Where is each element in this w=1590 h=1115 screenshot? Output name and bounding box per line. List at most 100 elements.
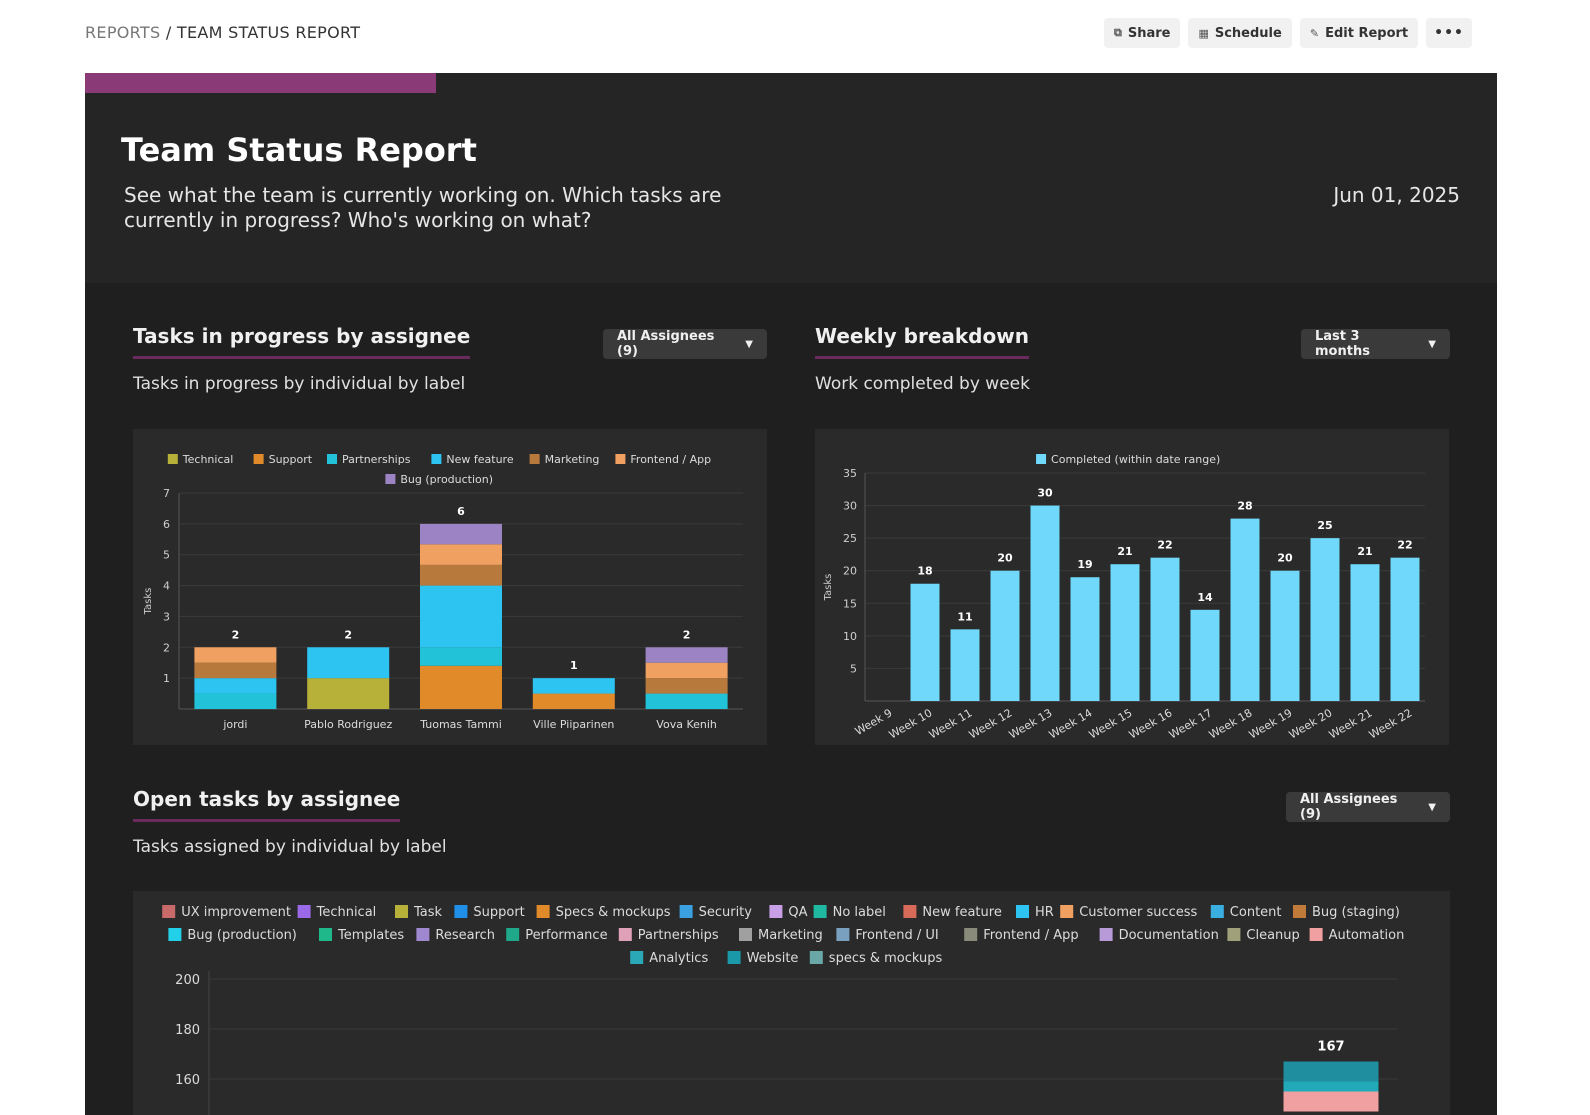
dropdown-value: Last 3 months [1315,329,1370,359]
edit-icon: ✎ [1309,26,1320,40]
bar-value-label: 18 [917,565,932,578]
x-category-label: Week 17 [1167,706,1215,741]
y-tick-label: 10 [843,630,857,643]
report-title: Team Status Report [121,131,477,169]
share-button[interactable]: ⧉ Share [1103,18,1181,48]
legend-label-security: Security [699,905,753,920]
bar-segment-marketing [420,564,502,586]
accent-bar [85,73,436,93]
weekly-bar [1350,564,1380,701]
legend-label-frontend-ui: Frontend / UI [855,928,938,943]
weekly-title: Weekly breakdown [815,324,1029,359]
legend-label-support: Support [473,905,524,920]
open-tasks-chart-panel: UX improvement Technical Task Support Specs … [133,891,1450,1115]
bar-segment-new-feature [307,647,390,679]
bar-segment-new-feature [194,678,277,694]
legend-label-support: Support [269,453,313,466]
open-tasks-assignee-dropdown[interactable]: All Assignees (9) ▼ [1286,792,1450,822]
legend-label-templates: Templates [337,928,404,943]
bar-segment-new-feature [420,585,502,648]
legend-swatch-new-feature [903,905,917,918]
legend-swatch-task [395,905,408,918]
weekly-chart-panel: Completed (within date range) 5 10 15 20 25 30… [815,429,1449,745]
weekly-bar [1270,570,1300,701]
x-category-label: jordi [222,718,247,731]
edit-report-label: Edit Report [1325,25,1409,41]
legend-swatch-support [454,905,468,918]
weekly-bar [1230,518,1260,701]
x-category-label: Week 21 [1327,706,1375,741]
legend-label-partnerships: Partnerships [638,928,719,943]
y-axis-label: Tasks [143,588,154,616]
report-header [85,73,1497,283]
weekly-bar [1070,577,1100,701]
edit-report-button[interactable]: ✎ Edit Report [1299,18,1419,48]
more-options-button[interactable]: ••• [1426,18,1472,48]
bar-value-label: 28 [1237,500,1252,513]
breadcrumb: REPORTS / TEAM STATUS REPORT [85,23,360,42]
legend-swatch-specs-mockups [809,951,823,964]
in-progress-title: Tasks in progress by assignee [133,324,471,359]
legend-swatch-frontend-app [615,454,626,464]
legend-label-qa: QA [788,905,807,920]
schedule-button[interactable]: ▦ Schedule [1188,18,1292,48]
weekly-bar [910,583,940,701]
top-bar: REPORTS / TEAM STATUS REPORT ⧉ Share ▦ S… [0,0,1590,66]
legend-label-marketing: Marketing [545,453,600,466]
open-tasks-chart: UX improvement Technical Task Support Specs … [162,905,1404,1115]
legend-label-specs-mockups: specs & mockups [829,951,943,966]
bar-segment-bug-production [420,523,502,545]
bar-value-label: 14 [1197,591,1213,604]
y-tick-label: 5 [163,549,170,562]
legend-label-marketing: Marketing [758,928,823,943]
open-tasks-title: Open tasks by assignee [133,787,401,822]
x-category-label: Week 10 [887,706,935,741]
breadcrumb-root[interactable]: REPORTS [85,23,161,42]
legend-label-new-feature: New feature [922,905,1001,920]
x-category-label: Ville Piiparinen [533,718,614,731]
bar-segment-automation [1283,1091,1379,1112]
x-category-label: Week 18 [1207,706,1255,741]
legend-swatch-website [727,951,741,964]
report-actions: ⧉ Share ▦ Schedule ✎ Edit Report ••• [1103,18,1472,48]
legend-swatch-technical [167,454,178,464]
legend-swatch-hr [1016,905,1029,918]
y-tick-label: 3 [163,610,170,623]
chevron-down-icon: ▼ [745,338,753,350]
legend-swatch-cleanup [1227,928,1241,941]
report-description: See what the team is currently working o… [124,183,722,232]
legend-swatch-completed [1036,454,1047,464]
legend-swatch-bug-production [385,474,396,484]
bar-segment-new-feature [532,678,615,694]
bar-value-label: 22 [1157,539,1172,552]
calendar-icon: ▦ [1198,26,1209,40]
x-category-label: Week 15 [1087,706,1135,741]
bar-segment-frontend-app [420,544,502,565]
share-label: Share [1127,25,1171,41]
legend-swatch-partnerships [618,928,632,941]
in-progress-assignee-dropdown[interactable]: All Assignees (9) ▼ [603,329,767,359]
bar-value-label: 21 [1357,545,1372,558]
bar-total-label: 6 [457,505,465,518]
legend-label-new-feature: New feature [446,453,513,466]
bar-segment-marketing [194,662,277,679]
y-tick-label: 180 [175,1023,200,1038]
bar-segment-website [1283,1061,1379,1082]
legend-label-performance: Performance [525,928,607,943]
legend-swatch-support [253,454,264,464]
bar-total-label: 2 [232,628,240,641]
legend-label-content: Content [1230,905,1282,920]
legend-label-frontend-app: Frontend / App [630,453,711,466]
legend-swatch-bug-production [168,928,182,941]
legend-label-specs-mockups: Specs & mockups [556,905,671,920]
y-tick-label: 30 [843,500,857,513]
legend-label-ux-improvement: UX improvement [181,905,291,920]
bar-segment-frontend-app [645,662,728,679]
weekly-range-dropdown[interactable]: Last 3 months ▼ [1301,329,1450,359]
legend-swatch-frontend-app [964,928,978,941]
bar-segment-partnerships [420,647,502,666]
y-axis-label: Tasks [823,574,834,602]
bar-total-label: 2 [344,628,352,641]
legend-label-bug-production: Bug (production) [187,928,297,943]
legend-swatch-no-label [813,905,827,918]
